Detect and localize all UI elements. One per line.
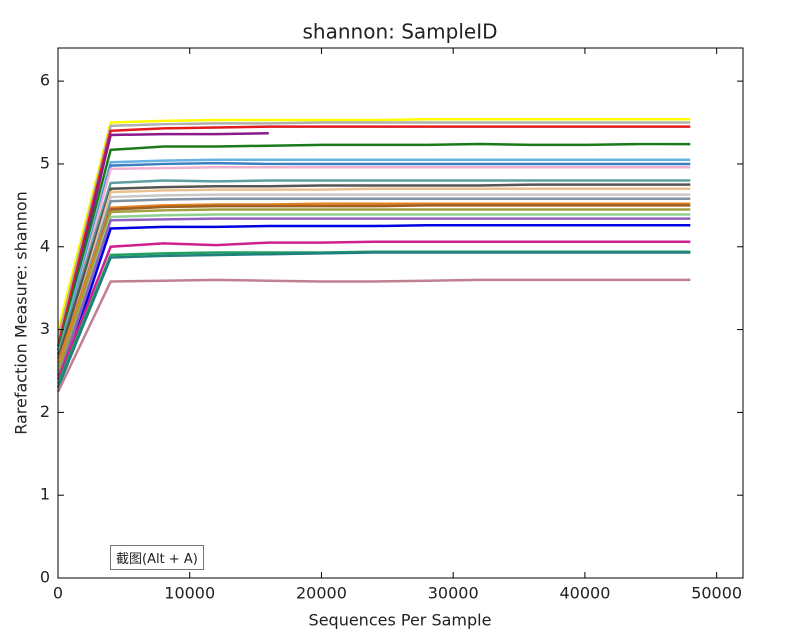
series-line	[56, 132, 269, 355]
series-line	[56, 142, 691, 351]
y-tick-label: 1	[40, 485, 50, 504]
series-line	[56, 179, 691, 355]
y-tick-label: 3	[40, 319, 50, 338]
x-tick-label: 40000	[559, 584, 610, 603]
series-line	[56, 208, 691, 372]
series-line	[56, 187, 691, 372]
series-line	[56, 121, 691, 339]
series-line	[56, 213, 691, 380]
plot-frame	[57, 47, 744, 579]
series-line	[56, 183, 691, 359]
x-tick-label: 30000	[428, 584, 479, 603]
series-line	[56, 250, 691, 384]
y-tick-label: 0	[40, 568, 50, 587]
series-line	[56, 193, 691, 372]
series-line	[56, 161, 691, 364]
series-line	[56, 204, 691, 376]
series-line	[56, 223, 691, 388]
annotation: 截图(Alt + A)	[110, 545, 204, 570]
series-line	[56, 117, 691, 330]
y-tick-label: 2	[40, 402, 50, 421]
series-line	[56, 166, 691, 364]
y-tick-label: 5	[40, 153, 50, 172]
series-line	[56, 202, 691, 364]
x-tick-label: 50000	[691, 584, 742, 603]
x-tick-label: 10000	[164, 584, 215, 603]
series-line	[56, 240, 691, 380]
x-tick-label: 0	[53, 584, 63, 603]
series-line	[56, 197, 691, 368]
series-line	[56, 125, 691, 347]
series-line	[56, 217, 691, 380]
y-tick-label: 4	[40, 236, 50, 255]
series-line	[56, 251, 691, 388]
series-line	[57, 278, 691, 393]
y-axis-label: Rarefaction Measure: shannon	[12, 191, 31, 435]
chart-title: shannon: SampleID	[303, 20, 498, 44]
y-tick-label: 6	[40, 71, 50, 90]
x-tick-label: 20000	[296, 584, 347, 603]
series-line	[56, 158, 691, 355]
x-axis-label: Sequences Per Sample	[309, 611, 492, 630]
